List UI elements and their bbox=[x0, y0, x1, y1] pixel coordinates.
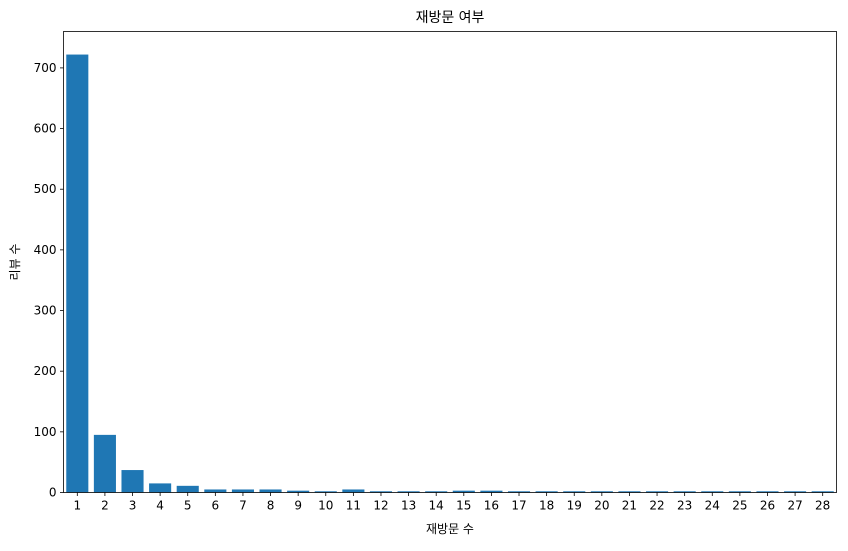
chart-title: 재방문 여부 bbox=[416, 10, 485, 26]
y-tick-label-600: 600 bbox=[34, 122, 57, 136]
y-tick-label-400: 400 bbox=[34, 243, 57, 257]
bars-group bbox=[66, 54, 834, 493]
bar-8 bbox=[259, 489, 282, 493]
bar-1 bbox=[66, 54, 89, 493]
bar-28 bbox=[811, 491, 834, 493]
bar-13 bbox=[397, 491, 420, 493]
x-tick-label-7: 7 bbox=[239, 499, 247, 513]
x-tick-label-4: 4 bbox=[156, 499, 164, 513]
bar-25 bbox=[728, 491, 751, 493]
bar-27 bbox=[784, 491, 807, 493]
bar-2 bbox=[93, 434, 116, 493]
x-tick-label-6: 6 bbox=[212, 499, 220, 513]
x-tick-label-5: 5 bbox=[184, 499, 192, 513]
bar-22 bbox=[646, 491, 669, 493]
bar-20 bbox=[590, 491, 613, 493]
bar-4 bbox=[149, 483, 172, 493]
x-tick-label-20: 20 bbox=[594, 499, 609, 513]
bar-16 bbox=[480, 490, 503, 493]
bar-23 bbox=[673, 491, 696, 493]
bar-15 bbox=[452, 490, 475, 493]
bar-5 bbox=[176, 485, 199, 493]
x-tick-label-25: 25 bbox=[732, 499, 747, 513]
x-axis-label: 재방문 수 bbox=[426, 522, 474, 536]
x-axis-ticks: 1 2 3 4 5 6 7 8 9 10 11 12 13 14 15 16 17 18 19 20 21 22 23 24 2… bbox=[73, 492, 830, 513]
y-tick-label-500: 500 bbox=[34, 182, 57, 196]
bar-7 bbox=[231, 489, 254, 493]
x-tick-label-10: 10 bbox=[318, 499, 333, 513]
bar-18 bbox=[535, 491, 558, 493]
x-tick-label-3: 3 bbox=[129, 499, 137, 513]
bar-21 bbox=[618, 491, 641, 493]
x-tick-label-27: 27 bbox=[787, 499, 802, 513]
x-tick-label-1: 1 bbox=[73, 499, 81, 513]
bar-10 bbox=[314, 491, 337, 493]
x-tick-label-11: 11 bbox=[346, 499, 361, 513]
x-tick-label-28: 28 bbox=[815, 499, 830, 513]
x-tick-label-2: 2 bbox=[101, 499, 109, 513]
y-tick-label-300: 300 bbox=[34, 304, 57, 318]
bar-11 bbox=[342, 489, 365, 493]
bar-12 bbox=[369, 491, 393, 493]
x-tick-label-14: 14 bbox=[429, 499, 444, 513]
bar-17 bbox=[507, 491, 531, 493]
x-tick-label-8: 8 bbox=[267, 499, 275, 513]
x-tick-label-19: 19 bbox=[567, 499, 582, 513]
bar-26 bbox=[756, 491, 779, 493]
bar-6 bbox=[204, 489, 227, 493]
x-tick-label-23: 23 bbox=[677, 499, 692, 513]
x-tick-label-12: 12 bbox=[373, 499, 388, 513]
bar-19 bbox=[563, 491, 586, 493]
x-tick-label-16: 16 bbox=[484, 499, 499, 513]
bar-9 bbox=[287, 490, 310, 493]
bar-14 bbox=[425, 491, 448, 493]
bar-3 bbox=[121, 470, 144, 493]
bar-24 bbox=[701, 491, 724, 493]
x-tick-label-18: 18 bbox=[539, 499, 554, 513]
plot-frame bbox=[63, 31, 837, 493]
x-tick-label-9: 9 bbox=[294, 499, 302, 513]
y-tick-label-100: 100 bbox=[34, 425, 57, 439]
x-tick-label-24: 24 bbox=[705, 499, 720, 513]
x-tick-label-21: 21 bbox=[622, 499, 637, 513]
x-tick-label-15: 15 bbox=[456, 499, 471, 513]
y-tick-label-0: 0 bbox=[49, 486, 57, 500]
x-tick-label-13: 13 bbox=[401, 499, 416, 513]
x-tick-label-22: 22 bbox=[649, 499, 664, 513]
y-axis-ticks: 0 100 200 300 400 500 600 700 bbox=[34, 61, 64, 500]
y-axis-label: 리뷰 수 bbox=[8, 244, 22, 281]
x-tick-label-26: 26 bbox=[760, 499, 775, 513]
x-tick-label-17: 17 bbox=[511, 499, 526, 513]
y-tick-label-700: 700 bbox=[34, 61, 57, 75]
y-tick-label-200: 200 bbox=[34, 364, 57, 378]
